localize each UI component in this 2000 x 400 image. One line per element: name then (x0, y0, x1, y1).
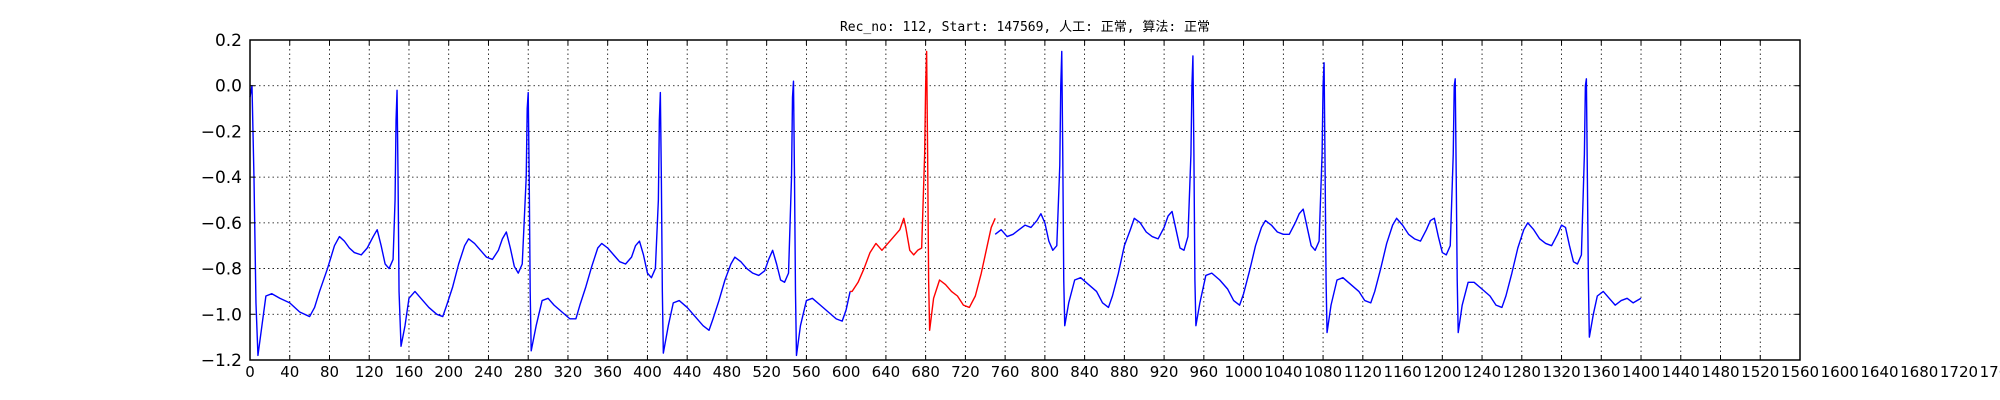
x-tick-label: 200 (434, 363, 463, 381)
x-tick-label: 840 (1070, 363, 1099, 381)
x-tick-label: 680 (911, 363, 940, 381)
plot-frame (249, 39, 1801, 361)
x-tick-label: 1640 (1860, 363, 1898, 381)
x-tick-label: 320 (554, 363, 583, 381)
x-tick-label: 1480 (1701, 363, 1739, 381)
plot-background (250, 40, 1800, 360)
x-tick-label: 80 (320, 363, 339, 381)
x-tick-label: 40 (280, 363, 299, 381)
x-tick-label: 1680 (1900, 363, 1938, 381)
x-tick-label: 880 (1110, 363, 1139, 381)
ecg-trace-normal (249, 80, 851, 357)
x-tick-label: 1560 (1781, 363, 1819, 381)
y-tick-label: 0.2 (215, 31, 242, 51)
y-tick-label: −1.2 (201, 351, 242, 371)
x-tick-label: 1120 (1344, 363, 1382, 381)
x-tick-label: 160 (395, 363, 424, 381)
x-tick-label: 800 (1031, 363, 1060, 381)
x-tick-label: 120 (355, 363, 384, 381)
ecg-trace-normal (994, 50, 1642, 338)
x-tick-label: 1320 (1542, 363, 1580, 381)
grid (250, 40, 1800, 360)
ticks: 0.2 0.0 −0.2 −0.4 −0.6 −0.8 −1.0 −1.20 40 80 120 16… (201, 31, 2000, 381)
x-tick-label: 1760 (1980, 363, 2000, 381)
x-tick-label: 600 (832, 363, 861, 381)
x-tick-label: 1720 (1940, 363, 1978, 381)
ecg-trace-highlight (850, 50, 996, 331)
x-tick-label: 1400 (1622, 363, 1660, 381)
x-tick-label: 1240 (1463, 363, 1501, 381)
y-tick-label: −0.6 (201, 214, 242, 234)
y-tick-label: −0.8 (201, 260, 242, 280)
y-tick-label: −0.4 (201, 168, 242, 188)
chart-title: Rec_no: 112, Start: 147569, 人工: 正常, 算法: … (840, 20, 1210, 35)
x-tick-label: 1520 (1741, 363, 1779, 381)
x-tick-label: 1360 (1582, 363, 1620, 381)
x-tick-label: 1200 (1423, 363, 1461, 381)
x-tick-label: 920 (1150, 363, 1179, 381)
x-tick-label: 1080 (1304, 363, 1342, 381)
x-tick-label: 1280 (1503, 363, 1541, 381)
y-tick-label: −0.2 (201, 122, 242, 142)
x-tick-label: 1440 (1662, 363, 1700, 381)
x-tick-label: 280 (514, 363, 543, 381)
y-tick-label: −1.0 (201, 305, 242, 325)
x-tick-label: 1600 (1821, 363, 1859, 381)
x-tick-label: 560 (792, 363, 821, 381)
x-tick-label: 720 (951, 363, 980, 381)
x-tick-label: 400 (633, 363, 662, 381)
series-group (249, 50, 1642, 357)
x-tick-label: 1000 (1224, 363, 1262, 381)
x-tick-label: 440 (673, 363, 702, 381)
x-tick-label: 1040 (1264, 363, 1302, 381)
x-tick-label: 360 (593, 363, 622, 381)
x-tick-label: 1160 (1383, 363, 1421, 381)
x-tick-label: 760 (991, 363, 1020, 381)
x-tick-label: 640 (872, 363, 901, 381)
y-tick-label: 0.0 (215, 77, 242, 97)
x-tick-label: 480 (713, 363, 742, 381)
x-tick-label: 520 (752, 363, 781, 381)
x-tick-label: 0 (245, 363, 255, 381)
x-tick-label: 240 (474, 363, 503, 381)
x-tick-label: 960 (1190, 363, 1219, 381)
